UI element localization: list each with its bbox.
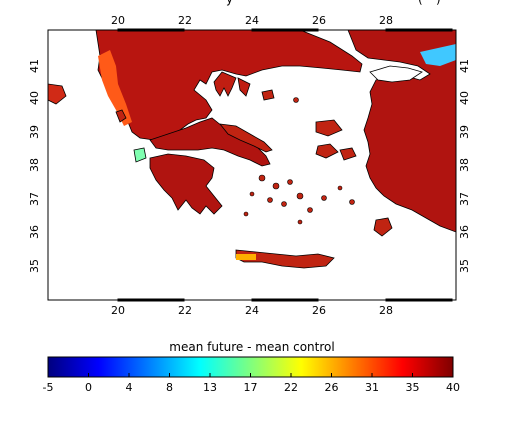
latitude-label-left: 36 bbox=[28, 225, 41, 239]
italy-heel bbox=[48, 83, 67, 105]
rhodes bbox=[373, 217, 393, 237]
title-fragment-paren: ( bbox=[418, 0, 423, 6]
colorbar-tick-label: 22 bbox=[284, 381, 298, 394]
colorbar-tick-label: 13 bbox=[203, 381, 217, 394]
colorbar-tick-label: 35 bbox=[406, 381, 420, 394]
latitude-label-left: 41 bbox=[28, 59, 41, 73]
longitude-labels: 20 20 22 22 24 24 26 26 28 28 bbox=[111, 14, 393, 317]
latitude-label-right: 37 bbox=[458, 192, 471, 206]
ionian-island bbox=[133, 147, 147, 163]
lesvos bbox=[315, 119, 343, 137]
latitude-label-right: 38 bbox=[458, 158, 471, 172]
samos bbox=[339, 147, 357, 161]
frame-tick-segment bbox=[117, 28, 185, 32]
colorbar-tick-label: 40 bbox=[446, 381, 460, 394]
thasos bbox=[261, 89, 275, 101]
crete-west-tip bbox=[236, 254, 256, 260]
athos bbox=[237, 77, 251, 97]
chalkidiki bbox=[213, 71, 237, 97]
frame-tick-segment bbox=[251, 28, 319, 32]
latitude-label-right: 41 bbox=[458, 59, 471, 73]
colorbar-ticks: -5 0 4 8 13 17 22 26 31 35 40 bbox=[43, 373, 460, 394]
title-fragment-paren-close: ) bbox=[436, 0, 441, 6]
frame-tick-segment bbox=[117, 298, 185, 302]
colorbar-tick-label: 17 bbox=[244, 381, 258, 394]
latitude-labels: 41 41 40 40 39 39 38 38 37 37 36 36 35 35 bbox=[28, 59, 471, 273]
latitude-label-right: 39 bbox=[458, 125, 471, 139]
euboea bbox=[219, 123, 273, 153]
crete bbox=[235, 249, 335, 269]
title-fragment: y bbox=[226, 0, 233, 6]
longitude-label-bottom: 22 bbox=[178, 304, 192, 317]
peloponnese bbox=[149, 153, 223, 215]
frame-tick-segment bbox=[385, 28, 453, 32]
corfu bbox=[115, 109, 127, 123]
map-area bbox=[48, 30, 456, 300]
longitude-label-bottom: 26 bbox=[312, 304, 326, 317]
longitude-label-bottom: 24 bbox=[245, 304, 259, 317]
frame-tick-segment bbox=[251, 298, 319, 302]
longitude-label-top: 26 bbox=[312, 14, 326, 27]
longitude-label-top: 24 bbox=[245, 14, 259, 27]
latitude-label-left: 40 bbox=[28, 91, 41, 105]
colorbar-tick-label: 31 bbox=[365, 381, 379, 394]
colorbar-tick-label: 8 bbox=[166, 381, 173, 394]
frame-tick-segment bbox=[385, 298, 453, 302]
colorbar-label: mean future - mean control bbox=[169, 340, 334, 354]
longitude-label-top: 22 bbox=[178, 14, 192, 27]
longitude-label-bottom: 20 bbox=[111, 304, 125, 317]
latitude-label-left: 38 bbox=[28, 158, 41, 172]
black-sea-coast-cool bbox=[420, 44, 456, 66]
frame-ticks bbox=[117, 28, 453, 302]
anatolia bbox=[347, 30, 456, 233]
latitude-label-left: 39 bbox=[28, 125, 41, 139]
cyclades bbox=[243, 97, 355, 225]
latitude-label-right: 35 bbox=[458, 259, 471, 273]
central-greece bbox=[149, 117, 271, 167]
longitude-label-top: 28 bbox=[379, 14, 393, 27]
latitude-label-left: 35 bbox=[28, 259, 41, 273]
latitude-label-right: 36 bbox=[458, 225, 471, 239]
colorbar-tick-label: 26 bbox=[325, 381, 339, 394]
adriatic-coast-band bbox=[98, 50, 132, 126]
colorbar-tick-label: 4 bbox=[126, 381, 133, 394]
latitude-label-left: 37 bbox=[28, 192, 41, 206]
latitude-label-right: 40 bbox=[458, 91, 471, 105]
colorbar-tick-label: -5 bbox=[43, 381, 54, 394]
colorbar-tick-label: 0 bbox=[85, 381, 92, 394]
sea-of-marmara bbox=[369, 65, 423, 83]
longitude-label-bottom: 28 bbox=[379, 304, 393, 317]
longitude-label-top: 20 bbox=[111, 14, 125, 27]
chios bbox=[315, 143, 339, 159]
